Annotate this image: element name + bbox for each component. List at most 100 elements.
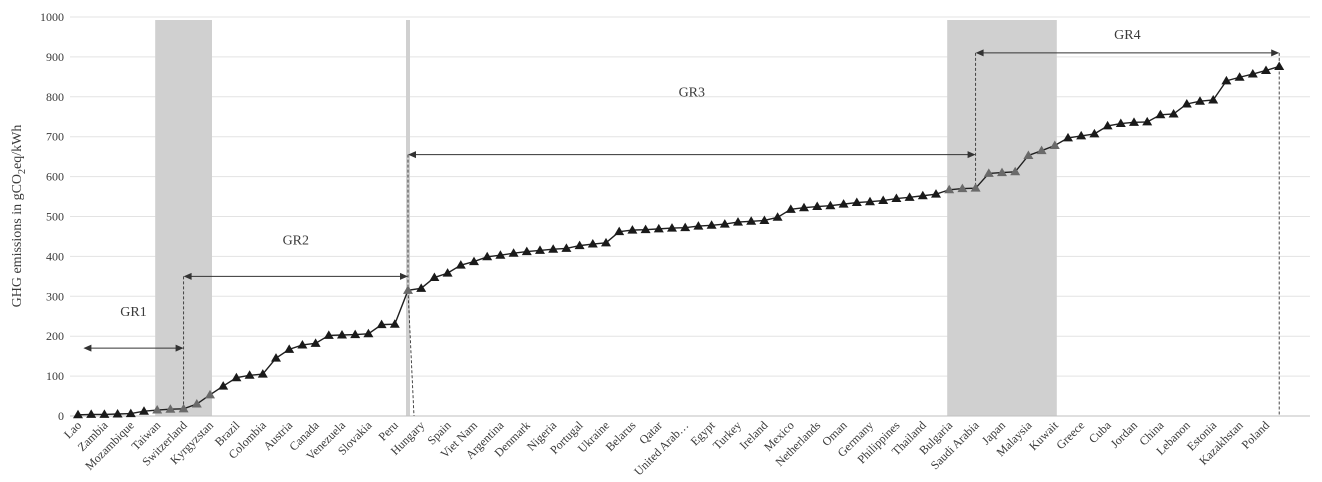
data-point [218,381,229,390]
data-point [86,409,97,418]
data-point [125,408,136,418]
data-point [271,353,281,362]
data-point [614,226,625,236]
data-point [442,268,453,277]
data-point [323,330,334,339]
data-point [1102,120,1113,130]
data-point [561,243,572,252]
data-point [389,319,400,328]
data-point [521,246,532,256]
data-point [403,285,413,294]
group-label: GR1 [120,305,146,320]
x-tick-label: Poland [1239,418,1272,451]
data-point [1115,118,1126,128]
group-annotations: GR1 GR2 GR3 GR4 [83,28,1280,352]
data-point [73,409,83,419]
data-point [1181,98,1192,108]
data-point [1129,117,1139,126]
data-point [719,219,730,228]
data-point [231,372,242,382]
data-point [376,319,387,329]
shaded-band-1 [155,20,212,416]
y-axis: 0 100 200 300 400 500 600 700 800 900 1000 [40,10,64,423]
data-point [548,244,559,253]
y-tick-label: 700 [46,130,64,144]
data-point [667,223,677,232]
group-label: GR3 [679,86,705,101]
shaded-band-2 [406,20,410,416]
data-point [139,406,149,415]
data-point [1155,109,1166,119]
data-point [653,223,664,233]
data-point [416,283,427,292]
data-point [1036,145,1047,155]
x-tick-label: Jordan [1108,418,1141,451]
data-point [284,344,295,353]
data-point [455,260,466,269]
data-point [1168,108,1179,118]
data-point [191,399,202,408]
data-point [574,240,585,250]
y-axis-title: GHG emissions in gCO2eq/kWh [10,125,28,308]
data-point [1089,128,1100,138]
y-tick-label: 800 [46,90,64,104]
data-point [257,369,268,378]
data-point [1208,94,1219,104]
data-point [983,168,994,177]
y-tick-label: 1000 [40,10,64,24]
data-point [1261,65,1271,74]
data-point [944,184,955,194]
data-point [587,239,598,248]
arrow-head-left [83,344,92,352]
data-point [508,248,519,257]
x-axis: LaoZambiaMozambiqueTaiwanSwitzerlandKyrg… [61,415,1310,478]
data-point [878,195,889,205]
y-tick-label: 900 [46,50,64,64]
data-point [838,199,849,208]
data-point [1221,75,1232,85]
shaded-bands [155,20,1057,416]
x-tick-label: Kuwait [1026,418,1061,453]
data-point [337,330,347,339]
data-point [244,370,255,379]
data-point [851,197,862,207]
data-point [1049,140,1060,149]
data-point [746,216,757,225]
data-point [680,222,691,232]
data-point [917,190,928,200]
data-point [825,200,836,210]
data-point [1195,96,1205,105]
data-point [350,329,361,339]
shaded-band-3 [947,20,1057,416]
data-point [891,193,902,203]
series-line [77,65,1280,416]
data-point [785,204,796,213]
data-point [1234,72,1245,81]
group-label: GR4 [1114,28,1140,43]
x-tick-label: Greece [1053,418,1087,452]
gridlines [70,16,1310,377]
data-point [99,409,110,418]
x-tick-label: Belarus [603,418,639,454]
data-point [601,237,611,247]
emission-series [73,61,1285,419]
data-point [627,225,638,234]
data-point [165,404,176,413]
y-tick-label: 400 [46,249,64,263]
data-point [957,183,968,193]
data-point [733,217,743,226]
arrow-head-left [183,272,192,280]
y-tick-label: 200 [46,329,64,343]
y-tick-label: 600 [46,170,64,184]
y-tick-label: 300 [46,289,64,303]
data-point [931,189,941,198]
data-point [1274,61,1285,70]
data-point [997,167,1007,177]
data-point [112,409,123,418]
group-label: GR2 [283,233,309,248]
data-point [535,245,545,254]
data-point [297,339,308,349]
x-tick-label: Turkey [710,418,744,452]
data-point [865,196,875,206]
